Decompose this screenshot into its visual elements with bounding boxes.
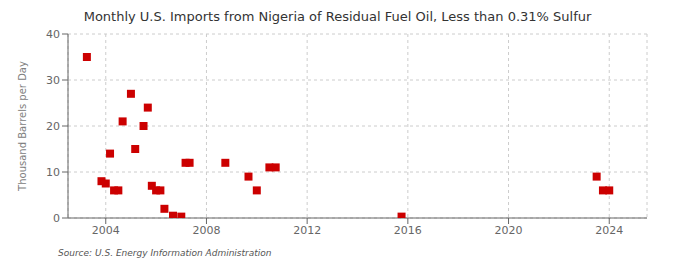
svg-text:10: 10 xyxy=(46,166,60,179)
svg-text:20: 20 xyxy=(46,120,60,133)
html-text:Source: U.S. Energy Informatio: Source: U.S. Energy Information Administ… xyxy=(58,248,272,258)
svg-text:40: 40 xyxy=(46,28,60,41)
svg-text:2016: 2016 xyxy=(394,224,422,237)
svg-text:2024: 2024 xyxy=(595,224,623,237)
svg-text:2012: 2012 xyxy=(293,224,321,237)
svg-text:2008: 2008 xyxy=(192,224,220,237)
svg-text:2020: 2020 xyxy=(495,224,523,237)
html-text:Monthly U.S. Imports from Nige: Monthly U.S. Imports from Nigeria of Res… xyxy=(83,9,592,24)
svg-text:0: 0 xyxy=(53,212,60,225)
svg-text:2004: 2004 xyxy=(92,224,120,237)
svg-text:30: 30 xyxy=(46,74,60,87)
svg-text:Thousand Barrels per Day: Thousand Barrels per Day xyxy=(17,61,28,192)
